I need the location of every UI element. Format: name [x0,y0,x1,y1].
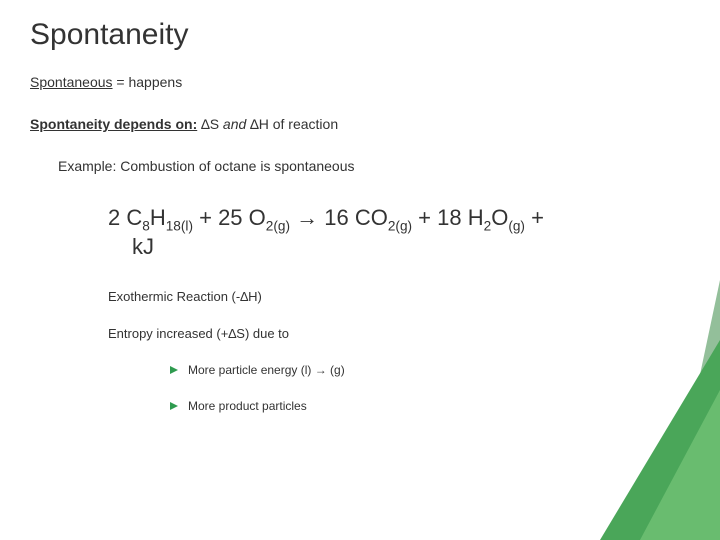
eq-product-1: 16 CO [324,205,388,230]
eq-text: 2 C [108,205,142,230]
reaction-equation: 2 C8H18(l) + 25 O2(g) → 16 CO2(g) + 18 H… [108,204,680,261]
depends-on-ds: ∆S [197,116,223,132]
eq-text: O [491,205,508,230]
slide: Spontaneity Spontaneous = happens Sponta… [0,0,720,540]
eq-text: H [150,205,166,230]
page-title: Spontaneity [30,18,690,52]
exothermic-note: Exothermic Reaction (-∆H) [108,289,690,304]
eq-sub: 18(l) [166,218,193,233]
eq-sub: 2(g) [266,218,290,233]
eq-sub: (g) [508,218,525,233]
depends-on-label: Spontaneity depends on: [30,116,197,132]
eq-plus: + [525,205,544,230]
eq-arrow: → [290,205,324,230]
term-spontaneous: Spontaneous [30,74,113,90]
eq-kj: kJ [132,234,154,259]
definition-line: Spontaneous = happens [30,74,690,90]
eq-reactant-1: 2 C8H18(l) [108,205,199,230]
entropy-note: Entropy increased (+∆S) due to [108,326,690,341]
definition-text: = happens [113,74,183,90]
eq-sub: 2(g) [388,218,412,233]
bullet-2-text: More product particles [188,399,307,413]
eq-reactant-2: + 25 O [199,205,266,230]
depends-on-and: and [223,116,246,132]
eq-product-2: + 18 H [412,205,484,230]
depends-on-dh: ∆H of reaction [246,116,338,132]
depends-on-line: Spontaneity depends on: ∆S and ∆H of rea… [30,116,690,132]
corner-triangle-front [640,390,720,540]
bullet-1-text: More particle energy (l) → (g) [188,363,345,377]
eq-sub: 8 [142,218,150,233]
example-line: Example: Combustion of octane is spontan… [58,158,690,174]
